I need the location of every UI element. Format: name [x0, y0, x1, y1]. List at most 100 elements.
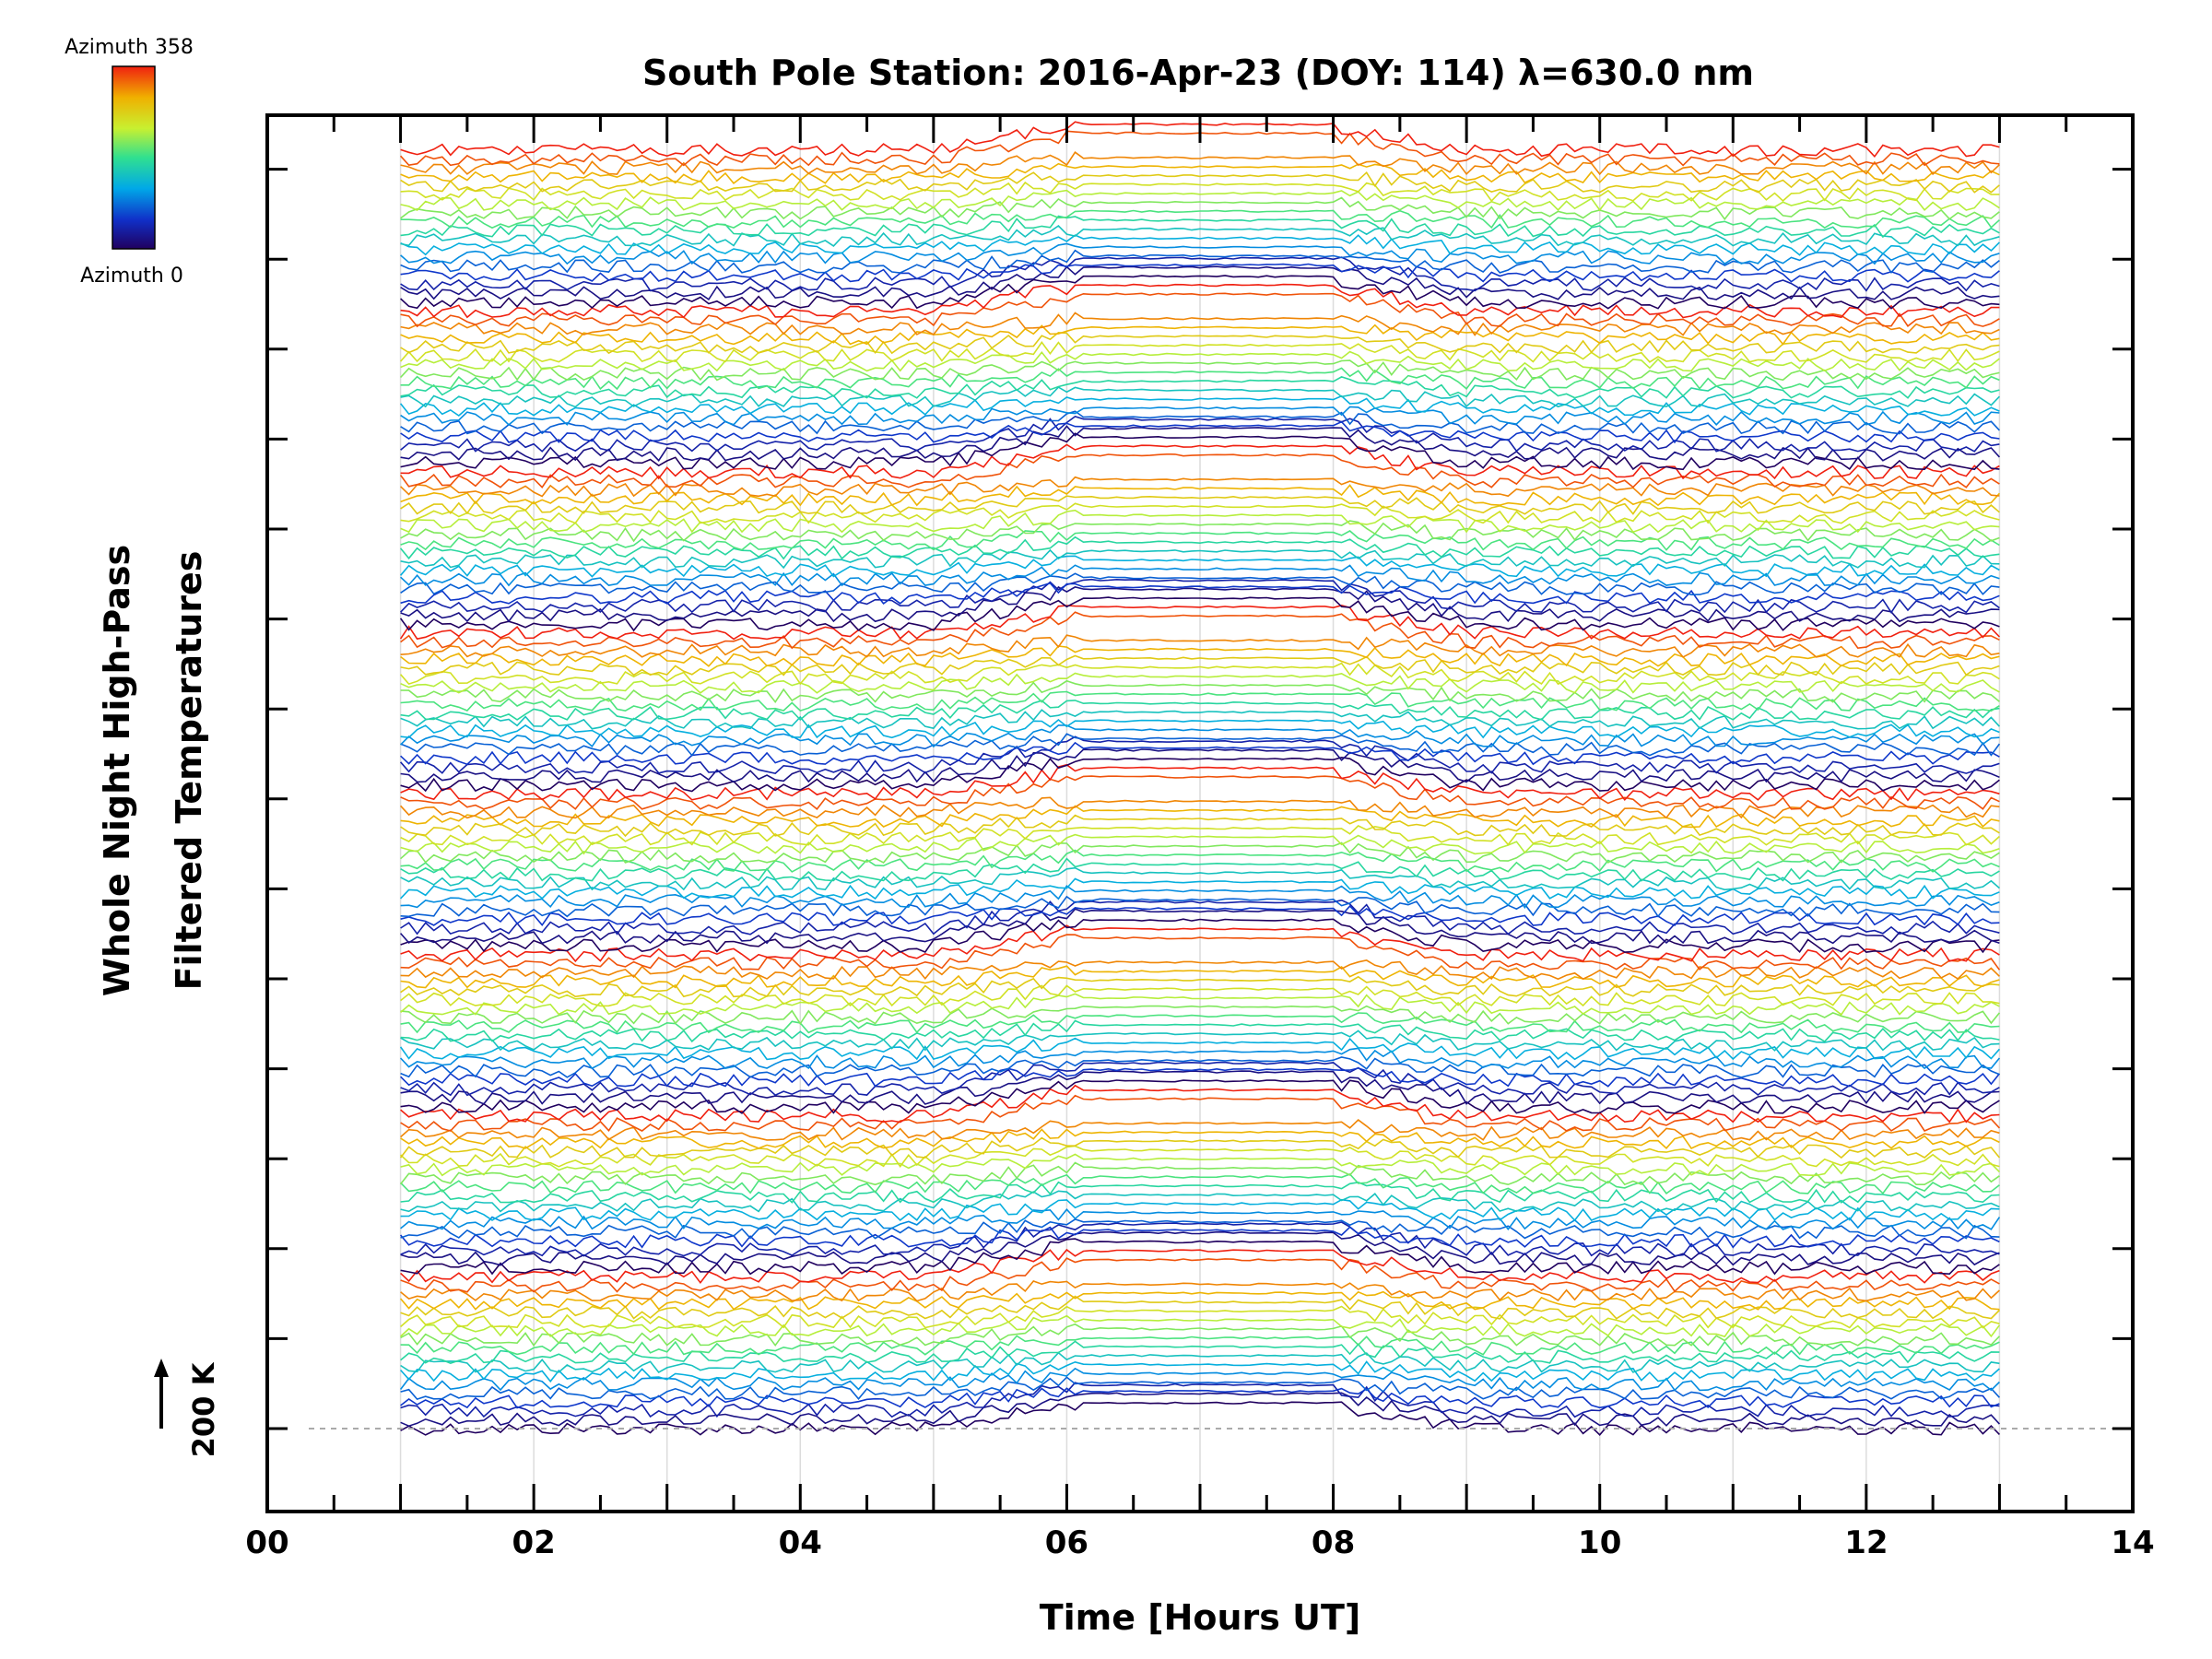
- colorbar-top-label: Azimuth 358: [65, 36, 194, 59]
- trace-line: [400, 265, 2000, 301]
- trace-line: [400, 410, 2000, 435]
- trace-line: [400, 502, 2000, 524]
- trace-line: [400, 1280, 2000, 1302]
- trace-line: [400, 585, 2000, 623]
- trace-line: [400, 690, 2000, 712]
- trace-line: [399, 535, 2000, 560]
- trace-line: [400, 1376, 2000, 1401]
- trace-line: [400, 805, 2000, 829]
- x-tick-label: 14: [2111, 1524, 2154, 1561]
- trace-line: [400, 993, 2000, 1016]
- trace-line: [400, 904, 2000, 927]
- trace-line: [400, 741, 2000, 766]
- trace-line: [399, 1226, 2000, 1249]
- trace-line: [400, 425, 2000, 462]
- trace-line: [400, 312, 2000, 336]
- trace-line: [400, 582, 2000, 606]
- trace-line: [400, 733, 2001, 757]
- trace-line: [400, 1005, 2001, 1026]
- trace-line: [399, 1136, 2001, 1159]
- trace-line: [400, 1094, 2000, 1132]
- trace-line: [400, 814, 2000, 838]
- trace-line: [400, 367, 2000, 391]
- trace-line: [399, 908, 2000, 945]
- trace-line: [400, 1019, 2000, 1043]
- trace-line: [400, 406, 2000, 426]
- trace-line: [400, 420, 2000, 444]
- trace-line: [400, 292, 2000, 328]
- x-tick-label: 10: [1578, 1524, 1621, 1561]
- x-tick-label: 00: [245, 1524, 288, 1561]
- trace-line: [400, 634, 2000, 658]
- trace-line: [400, 1218, 2000, 1240]
- trace-line: [400, 1392, 2000, 1428]
- trace-line: [400, 763, 2000, 802]
- trace-line: [400, 1314, 2001, 1338]
- trace-line: [400, 1221, 2000, 1257]
- x-tick-label: 06: [1045, 1524, 1088, 1561]
- trace-line: [400, 1198, 2000, 1222]
- trace-line: [400, 924, 2000, 963]
- trace-line: [400, 645, 2000, 667]
- trace-line: [400, 724, 2000, 748]
- trace-line: [400, 965, 2000, 989]
- trace-line: [400, 756, 2000, 793]
- trace-line: [400, 1305, 2000, 1329]
- trace-line: [399, 1161, 2000, 1186]
- trace-line: [400, 1340, 2000, 1364]
- trace-line: [400, 709, 2000, 730]
- trace-line: [400, 283, 2000, 319]
- trace-line: [400, 895, 2000, 918]
- trace-line: [400, 234, 2000, 256]
- trace-line: [400, 1323, 2000, 1347]
- trace-line: [400, 1012, 2000, 1034]
- trace-line: [399, 735, 2000, 775]
- trace-line: [399, 1367, 2000, 1392]
- trace-line: [400, 242, 2000, 265]
- trace-line: [400, 209, 2000, 229]
- trace-line: [400, 1207, 2001, 1231]
- trace-line: [400, 775, 2000, 811]
- x-tick-label: 12: [1844, 1524, 1888, 1561]
- trace-line: [400, 443, 2000, 480]
- trace-line: [400, 171, 2000, 194]
- trace-line: [400, 1401, 2000, 1436]
- trace-line: [400, 1295, 2000, 1320]
- trace-line: [400, 1153, 2000, 1177]
- trace-line: [400, 654, 2000, 677]
- trace-line: [400, 476, 2000, 498]
- trace-line: [400, 1335, 2000, 1356]
- trace-line: [400, 899, 2000, 935]
- trace-line: [400, 509, 2000, 534]
- trace-line: [400, 1181, 2000, 1204]
- trace-line: [400, 181, 2000, 203]
- trace-line: [400, 866, 2000, 891]
- trace-line: [400, 1248, 2000, 1285]
- trace-line: [400, 530, 2000, 551]
- trace-line: [400, 548, 2000, 570]
- trace-line: [400, 857, 2000, 882]
- colorbar-gradient: [112, 65, 156, 250]
- trace-line: [400, 1084, 2000, 1124]
- trace-line: [399, 341, 2000, 363]
- x-tick-label: 04: [779, 1524, 822, 1561]
- chart-title: South Pole Station: 2016-Apr-23 (DOY: 11…: [642, 53, 1754, 93]
- trace-line: [400, 1047, 2001, 1070]
- trace-line: [400, 275, 2000, 310]
- trace-line: [400, 885, 2000, 910]
- scale-bar-label: 200 K: [186, 1361, 221, 1457]
- trace-line: [400, 1351, 2000, 1374]
- trace-line: [400, 151, 2000, 176]
- trace-line: [399, 604, 2000, 641]
- trace-line: [400, 672, 2000, 694]
- temperature-traces: [399, 121, 2001, 1436]
- trace-line: [400, 432, 2000, 471]
- x-tick-labels: 00 02 04 06 08 10 12 14: [245, 1524, 2154, 1561]
- trace-line: [400, 833, 2000, 855]
- scale-arrow-head: [154, 1359, 169, 1377]
- trace-line: [399, 1037, 2000, 1061]
- trace-line: [400, 224, 2000, 247]
- x-tick-label: 08: [1312, 1524, 1355, 1561]
- trace-line: [400, 1128, 2000, 1150]
